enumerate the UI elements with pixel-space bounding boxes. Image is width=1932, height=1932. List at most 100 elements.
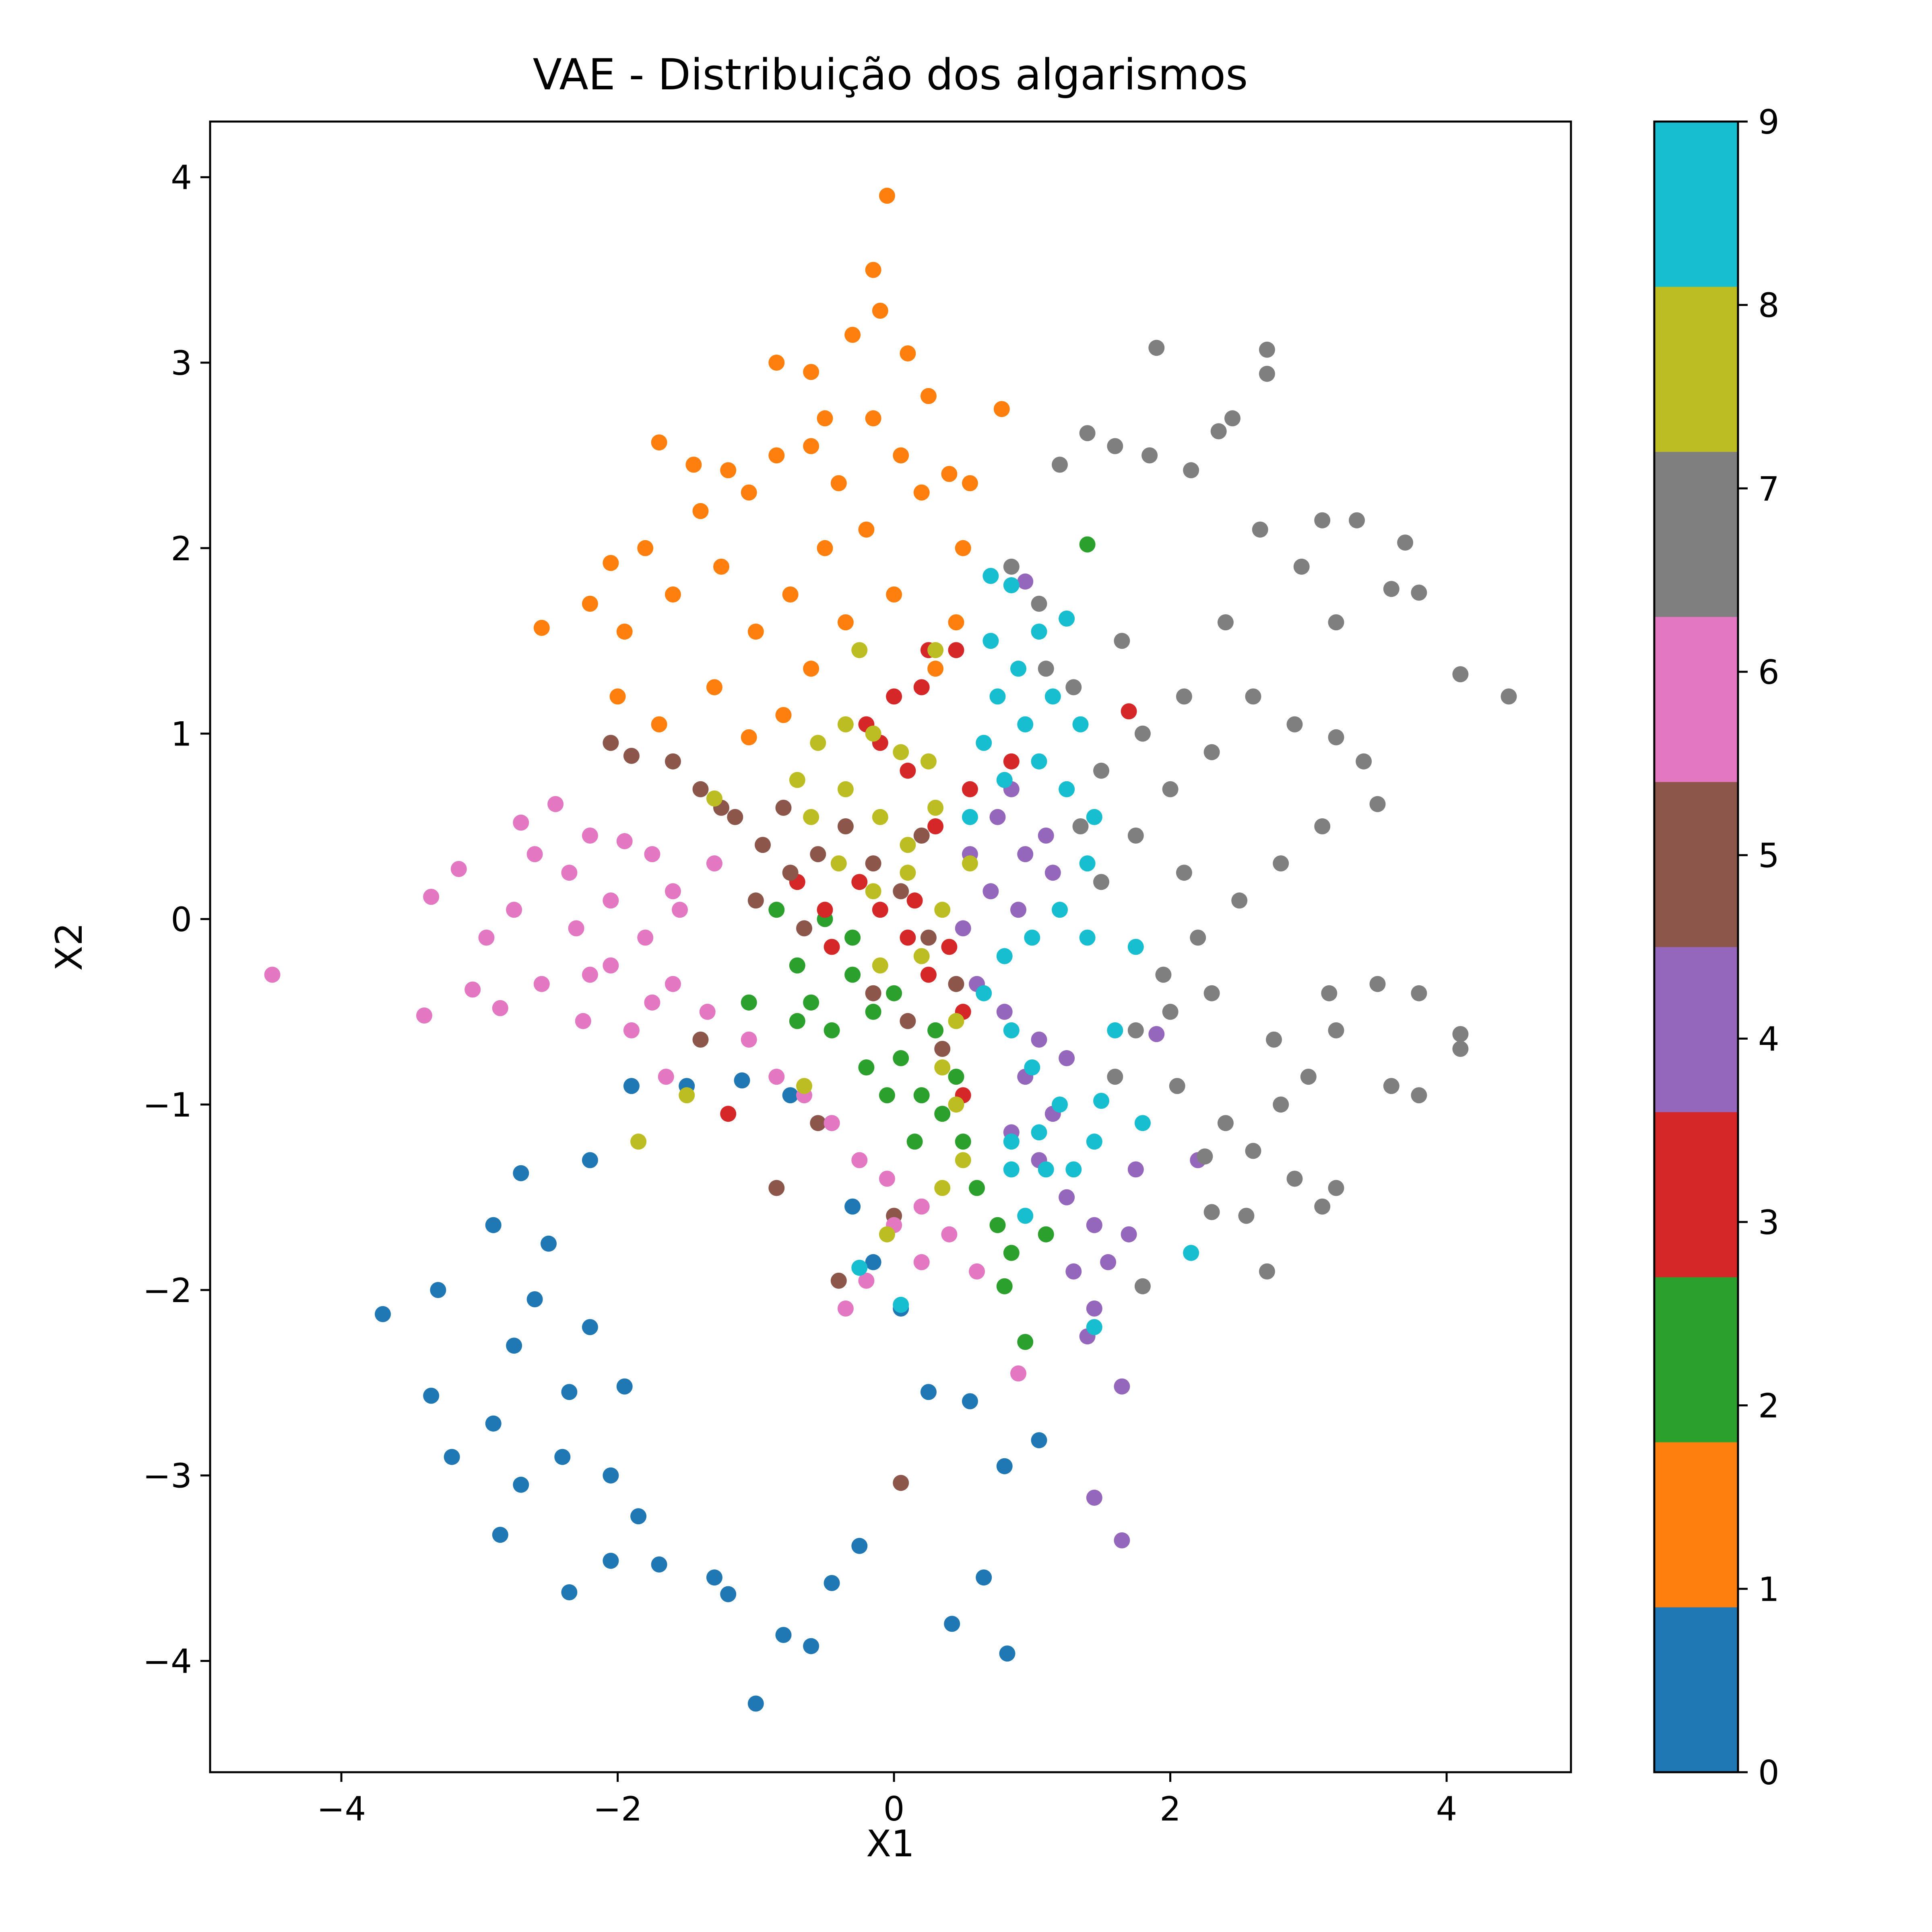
data-point bbox=[1003, 558, 1020, 575]
data-point bbox=[851, 1152, 868, 1168]
data-point bbox=[969, 1263, 985, 1280]
colorbar-tick-label: 5 bbox=[1758, 836, 1779, 875]
data-point bbox=[568, 920, 584, 937]
data-point bbox=[1052, 1096, 1068, 1113]
data-point bbox=[934, 1106, 951, 1122]
data-point bbox=[837, 1300, 854, 1317]
colorbar-tick-label: 3 bbox=[1758, 1203, 1779, 1242]
data-point bbox=[948, 642, 964, 658]
data-point bbox=[616, 833, 633, 849]
data-point bbox=[1328, 1022, 1344, 1038]
data-point bbox=[1079, 425, 1096, 442]
data-point bbox=[1086, 1490, 1102, 1506]
data-point bbox=[782, 586, 799, 603]
data-point bbox=[789, 1013, 805, 1029]
data-point bbox=[1017, 1208, 1034, 1224]
data-point bbox=[920, 388, 937, 404]
data-point bbox=[1093, 762, 1109, 779]
data-point bbox=[464, 981, 481, 998]
data-point bbox=[934, 1040, 951, 1057]
data-point bbox=[706, 1569, 722, 1586]
data-point bbox=[1127, 828, 1144, 844]
data-point bbox=[989, 688, 1006, 705]
data-point bbox=[893, 1475, 909, 1491]
data-point bbox=[637, 929, 654, 946]
data-point bbox=[886, 985, 902, 1001]
data-point bbox=[810, 846, 826, 863]
data-point bbox=[893, 1296, 909, 1313]
data-point bbox=[616, 623, 633, 640]
data-point bbox=[1183, 1245, 1199, 1261]
x-axis-ticks: −4 −2 0 2 4 bbox=[317, 1772, 1457, 1829]
data-point bbox=[996, 772, 1013, 788]
data-point bbox=[1155, 966, 1172, 983]
data-point bbox=[1190, 929, 1206, 946]
colorbar-tick-label: 7 bbox=[1758, 469, 1779, 508]
data-point bbox=[513, 1165, 529, 1181]
y-tick-label: 3 bbox=[171, 344, 192, 383]
data-point bbox=[1003, 1245, 1020, 1261]
y-tick-label: 0 bbox=[171, 900, 192, 939]
data-point bbox=[893, 447, 909, 464]
x-tick-label: 0 bbox=[883, 1790, 905, 1829]
data-point bbox=[665, 976, 681, 992]
data-point bbox=[782, 1087, 799, 1104]
colorbar-segment bbox=[1654, 1277, 1738, 1443]
series-digit-8 bbox=[630, 642, 978, 1243]
data-point bbox=[651, 434, 667, 451]
data-point bbox=[948, 1013, 964, 1029]
data-point bbox=[741, 729, 757, 745]
data-point bbox=[1238, 1208, 1255, 1224]
data-point bbox=[1369, 976, 1386, 992]
data-point bbox=[1086, 1319, 1102, 1335]
data-point bbox=[796, 920, 812, 937]
data-point bbox=[989, 1217, 1006, 1233]
data-point bbox=[582, 1152, 598, 1168]
data-point bbox=[906, 1133, 923, 1150]
data-point bbox=[844, 966, 861, 983]
data-point bbox=[430, 1282, 446, 1298]
data-point bbox=[837, 614, 854, 631]
data-point bbox=[851, 1259, 868, 1276]
data-point bbox=[1452, 1040, 1469, 1057]
y-tick-label: 2 bbox=[171, 529, 192, 568]
data-point bbox=[747, 623, 764, 640]
data-point bbox=[672, 902, 688, 918]
data-point bbox=[630, 1133, 647, 1150]
data-point bbox=[1127, 1161, 1144, 1178]
data-point bbox=[1328, 614, 1344, 631]
data-point bbox=[478, 929, 495, 946]
data-point bbox=[803, 661, 819, 677]
data-point bbox=[1328, 1180, 1344, 1196]
data-point bbox=[561, 1384, 578, 1400]
data-point bbox=[913, 679, 930, 696]
data-point bbox=[561, 865, 578, 881]
data-point bbox=[1003, 577, 1020, 593]
data-point bbox=[999, 1645, 1016, 1662]
data-point bbox=[886, 688, 902, 705]
data-point bbox=[665, 883, 681, 900]
data-point bbox=[1010, 902, 1026, 918]
data-point bbox=[1059, 781, 1075, 797]
data-point bbox=[1203, 1204, 1220, 1220]
data-point bbox=[927, 818, 944, 834]
data-point bbox=[955, 920, 971, 937]
y-tick-label: −1 bbox=[143, 1086, 192, 1125]
data-point bbox=[492, 1527, 508, 1543]
data-point bbox=[1148, 340, 1165, 356]
data-point bbox=[1273, 1096, 1289, 1113]
data-point bbox=[1121, 703, 1137, 720]
data-point bbox=[900, 837, 916, 853]
data-point bbox=[1031, 1432, 1047, 1449]
data-point bbox=[506, 902, 522, 918]
data-point bbox=[927, 799, 944, 816]
data-point bbox=[1086, 1217, 1102, 1233]
colorbar-tick-label: 0 bbox=[1758, 1753, 1779, 1792]
y-tick-label: 4 bbox=[171, 158, 192, 197]
data-point bbox=[993, 401, 1010, 417]
data-point bbox=[1176, 865, 1192, 881]
data-point bbox=[920, 1384, 937, 1400]
data-point bbox=[969, 1180, 985, 1196]
data-point bbox=[720, 1586, 737, 1602]
y-tick-label: −3 bbox=[143, 1457, 192, 1496]
